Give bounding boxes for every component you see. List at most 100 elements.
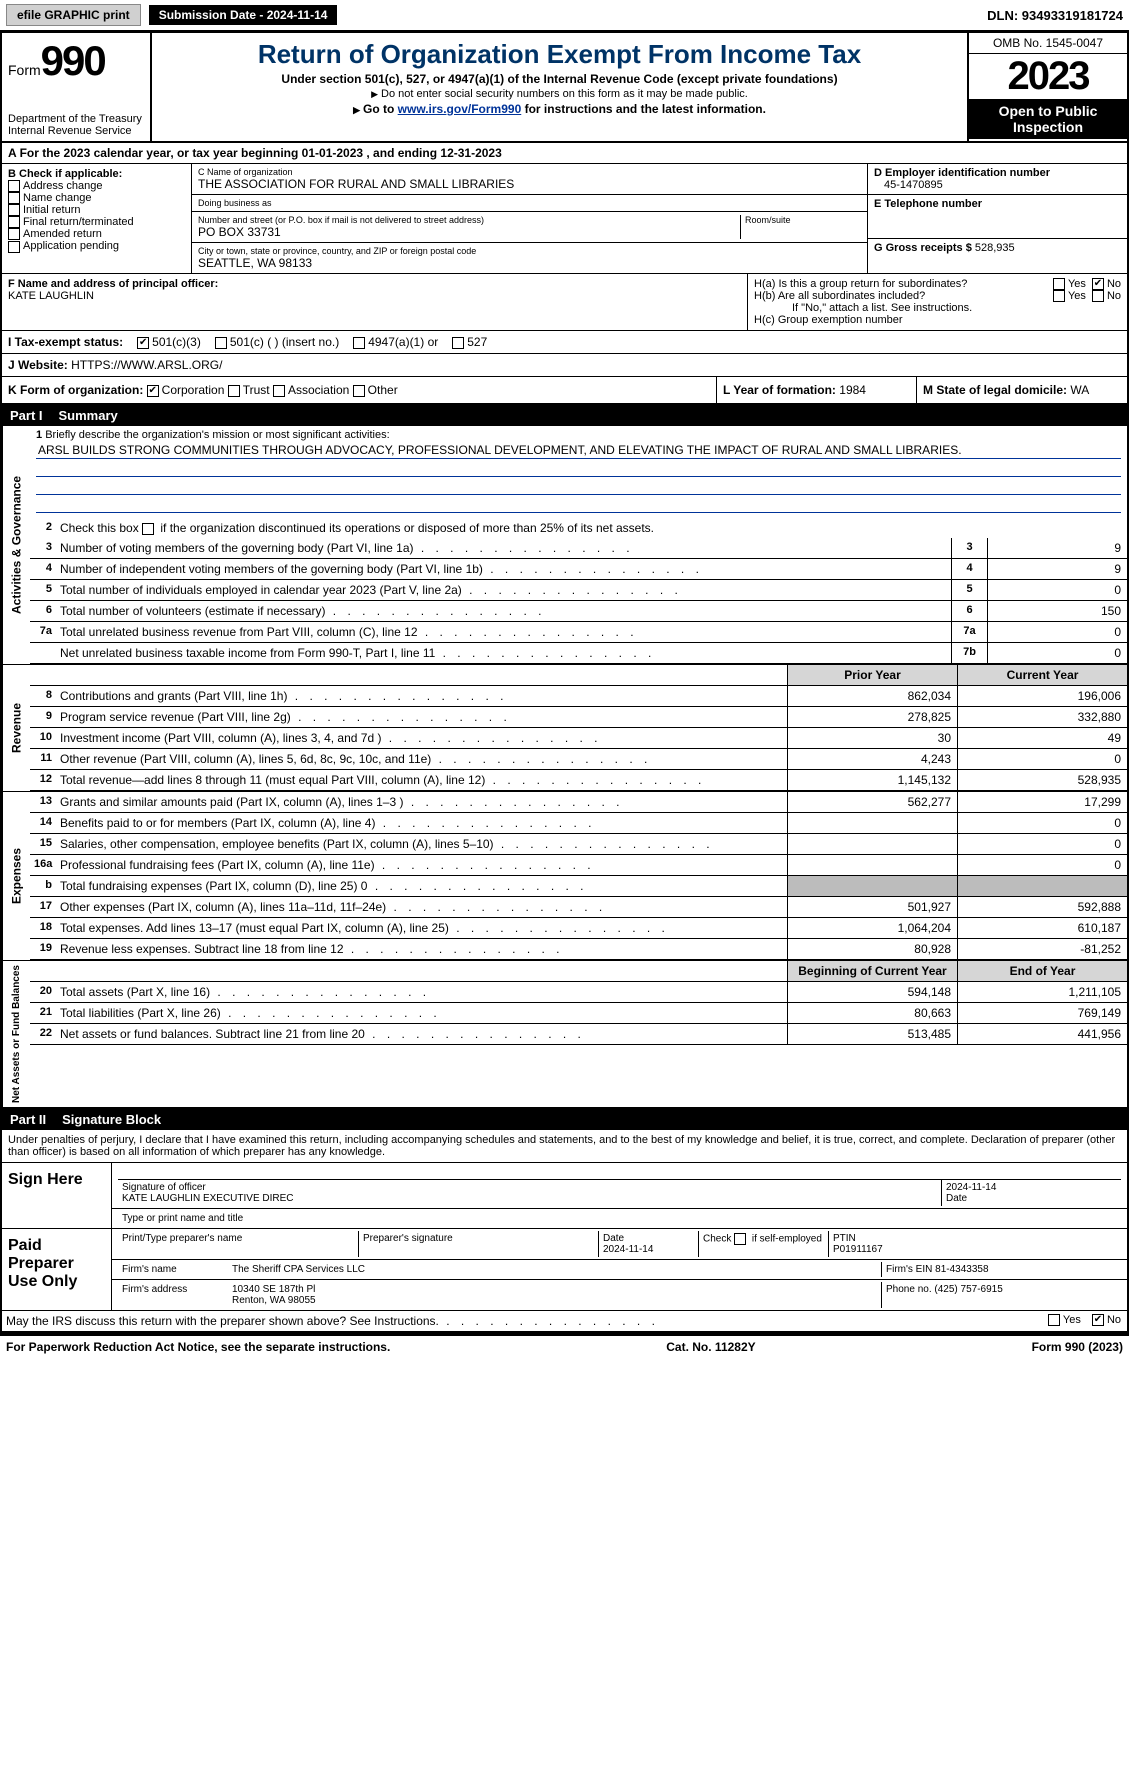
col-begin-year: Beginning of Current Year (787, 961, 957, 981)
org-name-cell: C Name of organization THE ASSOCIATION F… (192, 164, 867, 195)
sign-here-row: Sign Here Signature of officer KATE LAUG… (2, 1163, 1127, 1229)
firm-name: The Sheriff CPA Services LLC (228, 1262, 881, 1277)
sign-here-label: Sign Here (2, 1163, 112, 1228)
org-name: THE ASSOCIATION FOR RURAL AND SMALL LIBR… (198, 177, 514, 191)
line-18: 18Total expenses. Add lines 13–17 (must … (30, 918, 1127, 939)
section-activities-governance: Activities & Governance 1 Briefly descri… (2, 426, 1127, 665)
line-ag-7b: Net unrelated business taxable income fr… (30, 643, 1127, 664)
line-20: 20Total assets (Part X, line 16)594,1481… (30, 982, 1127, 1003)
section-net-assets: Net Assets or Fund Balances Beginning of… (2, 961, 1127, 1109)
street-value: PO BOX 33731 (198, 225, 281, 239)
paid-preparer-row: Paid Preparer Use Only Print/Type prepar… (2, 1229, 1127, 1310)
firm-address: 10340 SE 187th Pl (232, 1284, 315, 1295)
line-21: 21Total liabilities (Part X, line 26)80,… (30, 1003, 1127, 1024)
chk-501c[interactable]: 501(c) ( ) (insert no.) (215, 335, 339, 349)
irs-link[interactable]: www.irs.gov/Form990 (398, 102, 522, 116)
col-prior-year: Prior Year (787, 665, 957, 685)
top-toolbar: efile GRAPHIC print Submission Date - 20… (0, 0, 1129, 31)
chk-other[interactable]: Other (353, 383, 398, 397)
efile-print-button[interactable]: efile GRAPHIC print (6, 4, 141, 26)
line-b: bTotal fundraising expenses (Part IX, co… (30, 876, 1127, 897)
dept-treasury: Department of the Treasury (8, 113, 144, 125)
open-to-public: Open to Public Inspection (969, 99, 1127, 139)
chk-corp[interactable]: Corporation (147, 383, 225, 397)
box-l: L Year of formation: 1984 (717, 377, 917, 403)
prep-row3: Firm's address 10340 SE 187th PlRenton, … (112, 1280, 1127, 1310)
sig-date: 2024-11-14 (946, 1182, 1117, 1193)
line-17: 17Other expenses (Part IX, column (A), l… (30, 897, 1127, 918)
line-14: 14Benefits paid to or for members (Part … (30, 813, 1127, 834)
line-15: 15Salaries, other compensation, employee… (30, 834, 1127, 855)
domicile-state: WA (1070, 383, 1089, 397)
chk-527[interactable]: 527 (452, 335, 487, 349)
line-12: 12Total revenue—add lines 8 through 11 (… (30, 770, 1127, 791)
chk-4947[interactable]: 4947(a)(1) or (353, 335, 438, 349)
section-revenue: Revenue Prior Year Current Year 8Contrib… (2, 665, 1127, 792)
form-word: Form (8, 62, 41, 78)
rev-header-row: Prior Year Current Year (30, 665, 1127, 686)
sig-name-row: Type or print name and title (112, 1209, 1127, 1228)
omb-number: OMB No. 1545-0047 (969, 33, 1127, 54)
box-deg: D Employer identification number 45-1470… (867, 164, 1127, 273)
box-b: B Check if applicable: Address change Na… (2, 164, 192, 273)
chk-amended[interactable]: Amended return (8, 228, 185, 240)
line-8: 8Contributions and grants (Part VIII, li… (30, 686, 1127, 707)
city-cell: City or town, state or province, country… (192, 243, 867, 273)
header-sub1: Under section 501(c), 527, or 4947(a)(1)… (158, 72, 961, 86)
chk-discuss-no[interactable] (1092, 1314, 1104, 1326)
tel-cell: E Telephone number (868, 195, 1127, 239)
header-right: OMB No. 1545-0047 2023 Open to Public In… (967, 33, 1127, 141)
chk-discontinued[interactable] (142, 523, 154, 535)
ptin-value: P01911167 (833, 1244, 883, 1255)
ein-cell: D Employer identification number 45-1470… (868, 164, 1127, 195)
year-formation: 1984 (839, 383, 866, 397)
chk-initial[interactable]: Initial return (8, 204, 185, 216)
footer-left: For Paperwork Reduction Act Notice, see … (6, 1340, 390, 1354)
box-b-title: B Check if applicable: (8, 168, 185, 180)
irs-label: Internal Revenue Service (8, 125, 144, 137)
gross-cell: G Gross receipts $ 528,935 (868, 239, 1127, 257)
line-11: 11Other revenue (Part VIII, column (A), … (30, 749, 1127, 770)
header-center: Return of Organization Exempt From Incom… (152, 33, 967, 141)
chk-pending[interactable]: Application pending (8, 240, 185, 252)
form-title: Return of Organization Exempt From Incom… (158, 39, 961, 70)
section-bcd: B Check if applicable: Address change Na… (2, 164, 1127, 274)
part2-header: Part II Signature Block (2, 1109, 1127, 1130)
line-13: 13Grants and similar amounts paid (Part … (30, 792, 1127, 813)
box-j: J Website: HTTPS://WWW.ARSL.ORG/ (2, 354, 1127, 377)
chk-assoc[interactable]: Association (273, 383, 349, 397)
prep-row2: Firm's name The Sheriff CPA Services LLC… (112, 1260, 1127, 1280)
mission-text: ARSL BUILDS STRONG COMMUNITIES THROUGH A… (36, 443, 1121, 459)
vlabel-na: Net Assets or Fund Balances (2, 961, 30, 1107)
footer-center: Cat. No. 11282Y (666, 1340, 755, 1354)
part1-header: Part I Summary (2, 405, 1127, 426)
submission-date-badge: Submission Date - 2024-11-14 (149, 5, 338, 25)
box-k: K Form of organization: Corporation Trus… (2, 377, 717, 403)
chk-501c3[interactable]: 501(c)(3) (137, 335, 201, 349)
tax-year: 2023 (969, 54, 1127, 99)
na-header-row: Beginning of Current Year End of Year (30, 961, 1127, 982)
line-ag-5: 5Total number of individuals employed in… (30, 580, 1127, 601)
form-990-big: 990 (41, 37, 105, 84)
chk-address[interactable]: Address change (8, 180, 185, 192)
firm-ein: 81-4343358 (935, 1264, 988, 1275)
line-1: 1 Briefly describe the organization's mi… (30, 426, 1127, 518)
footer-right: Form 990 (2023) (1032, 1340, 1123, 1354)
box-i: I Tax-exempt status: 501(c)(3) 501(c) ( … (2, 331, 1127, 354)
prep-row1: Print/Type preparer's name Preparer's si… (112, 1229, 1127, 1260)
street-cell: Number and street (or P.O. box if mail i… (192, 212, 867, 243)
chk-name[interactable]: Name change (8, 192, 185, 204)
box-m: M State of legal domicile: WA (917, 377, 1127, 403)
col-end-year: End of Year (957, 961, 1127, 981)
chk-trust[interactable]: Trust (228, 383, 270, 397)
header-sub2: Do not enter social security numbers on … (158, 88, 961, 100)
section-klm: K Form of organization: Corporation Trus… (2, 377, 1127, 405)
page-footer: For Paperwork Reduction Act Notice, see … (0, 1334, 1129, 1358)
dba-cell: Doing business as (192, 195, 867, 212)
chk-final[interactable]: Final return/terminated (8, 216, 185, 228)
chk-self-employed[interactable] (734, 1233, 746, 1245)
vlabel-exp: Expenses (2, 792, 30, 960)
chk-discuss-yes[interactable] (1048, 1314, 1060, 1326)
line-9: 9Program service revenue (Part VIII, lin… (30, 707, 1127, 728)
col-current-year: Current Year (957, 665, 1127, 685)
